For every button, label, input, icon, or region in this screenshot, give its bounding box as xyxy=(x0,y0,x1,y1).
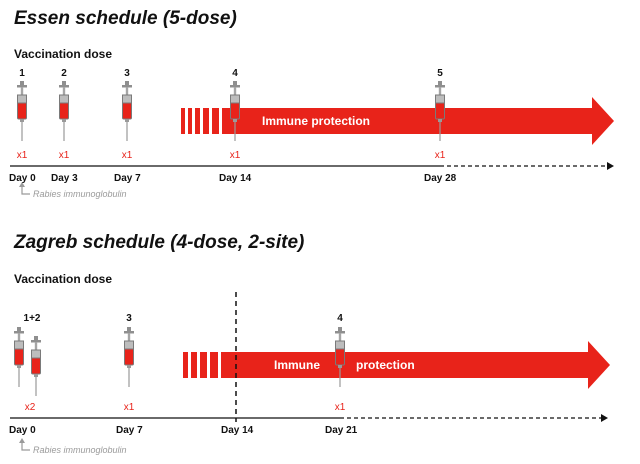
essen-immunoglobulin-arrow-icon xyxy=(19,182,30,195)
zagreb-multiplier-1: x2 xyxy=(24,402,36,413)
zagreb-day-label-3: Day 21 xyxy=(325,425,358,436)
zagreb-syringe-1 xyxy=(13,326,25,388)
zagreb-syringe-2 xyxy=(30,335,42,397)
zagreb-day-label-1: Day 0 xyxy=(9,425,36,436)
zagreb-multiplier-3: x1 xyxy=(334,402,346,413)
essen-multiplier-5: x1 xyxy=(434,150,446,161)
zagreb-syringe-3 xyxy=(123,326,135,388)
essen-multiplier-4: x1 xyxy=(229,150,241,161)
zagreb-subtitle: Vaccination dose xyxy=(14,272,113,286)
zagreb-title: Zagreb schedule (4-dose, 2-site) xyxy=(14,232,305,253)
essen-day-label-5: Day 28 xyxy=(424,173,457,184)
essen-dose-number-2: 2 xyxy=(61,68,67,79)
essen-day-label-4: Day 14 xyxy=(219,173,252,184)
essen-day-label-3: Day 7 xyxy=(114,173,141,184)
essen-multiplier-1: x1 xyxy=(16,150,28,161)
essen-day-label-2: Day 3 xyxy=(51,173,78,184)
essen-syringe-2 xyxy=(58,80,70,142)
essen-syringe-3 xyxy=(121,80,133,142)
essen-dose-number-5: 5 xyxy=(437,68,443,79)
zagreb-dose-number-2: 3 xyxy=(126,313,132,324)
essen-arrow-label: Immune protection xyxy=(262,114,371,128)
essen-immune-protection-arrow xyxy=(181,97,614,145)
zagreb-dose-number-3: 4 xyxy=(337,313,343,324)
essen-day-label-1: Day 0 xyxy=(9,173,36,184)
zagreb-arrow-label-right: protection xyxy=(356,358,415,372)
essen-immunoglobulin-note: Rabies immunoglobulin xyxy=(33,189,127,199)
zagreb-immunoglobulin-arrow-icon xyxy=(19,438,30,451)
zagreb-day-label-2: Day 7 xyxy=(116,425,143,436)
zagreb-day-label-14: Day 14 xyxy=(221,425,254,436)
essen-syringe-1 xyxy=(16,80,28,142)
essen-title: Essen schedule (5-dose) xyxy=(14,8,237,29)
zagreb-multiplier-2: x1 xyxy=(123,402,135,413)
essen-multiplier-3: x1 xyxy=(121,150,133,161)
zagreb-immune-protection-arrow xyxy=(183,341,610,389)
essen-subtitle: Vaccination dose xyxy=(14,47,113,61)
essen-multiplier-2: x1 xyxy=(58,150,70,161)
essen-dose-number-4: 4 xyxy=(232,68,238,79)
essen-dose-number-3: 3 xyxy=(124,68,130,79)
essen-dose-number-1: 1 xyxy=(19,68,25,79)
zagreb-arrow-label-left: Immune xyxy=(274,358,321,372)
zagreb-immunoglobulin-note: Rabies immunoglobulin xyxy=(33,445,127,455)
zagreb-dose-number-1: 1+2 xyxy=(23,313,41,324)
